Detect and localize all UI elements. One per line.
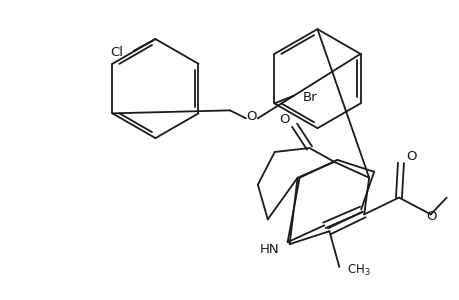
Text: CH$_3$: CH$_3$ — [347, 263, 370, 278]
Text: Br: Br — [302, 91, 316, 104]
Text: O: O — [246, 110, 257, 123]
Text: Cl: Cl — [111, 46, 123, 59]
Text: HN: HN — [259, 243, 279, 256]
Text: O: O — [279, 113, 289, 126]
Text: O: O — [425, 210, 436, 223]
Text: O: O — [405, 150, 415, 164]
